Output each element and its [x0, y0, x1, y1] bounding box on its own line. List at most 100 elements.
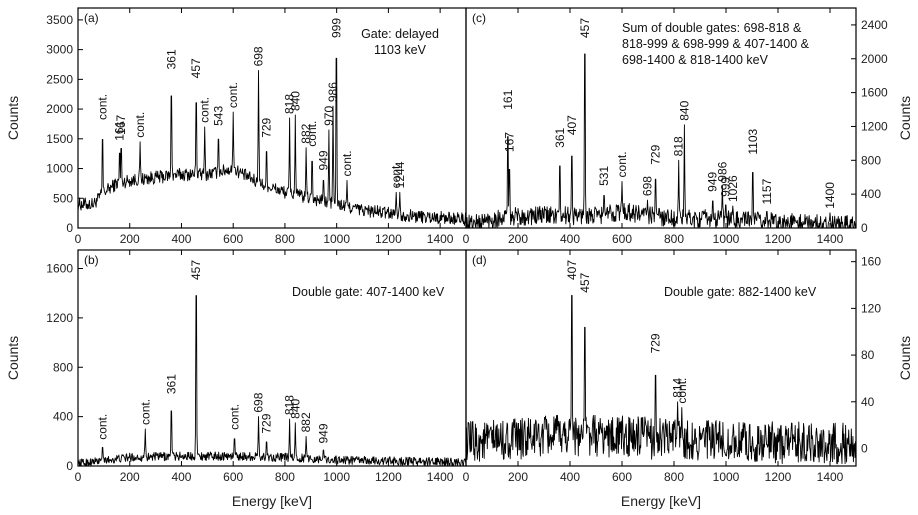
peak-label: 161 [501, 89, 515, 109]
y-tick-label: 40 [861, 395, 875, 409]
peak-label: 986 [715, 161, 729, 181]
peak-label: 999 [329, 18, 343, 38]
y-tick-label: 160 [861, 255, 881, 269]
x-tick-label: 1400 [427, 470, 454, 484]
y-tick-label: 1600 [46, 262, 73, 276]
peak-label: 167 [114, 114, 128, 134]
peak-label: cont. [305, 121, 319, 147]
x-tick-label: 1400 [817, 470, 844, 484]
peak-label: 531 [597, 166, 611, 186]
peak-label: cont. [226, 82, 240, 108]
peak-label: 167 [502, 132, 516, 152]
peak-label: cont. [198, 97, 212, 123]
peak-label: 840 [288, 398, 302, 418]
x-tick-label: 400 [171, 232, 191, 246]
panel-a: 0 200 400 600 800 1000 1200 1400 0 500 1000 1500 200… [5, 7, 467, 246]
peak-label: 457 [578, 272, 592, 292]
panel-label: (b) [84, 253, 99, 267]
y-tick-label: 80 [861, 348, 875, 362]
y-tick-label: 3500 [46, 13, 73, 27]
peak-label: cont. [227, 404, 241, 430]
y-axis-label: Counts [5, 96, 21, 140]
y-tick-label: 0 [66, 221, 73, 235]
panel-label: (d) [472, 253, 487, 267]
x-tick-label: 0 [463, 470, 470, 484]
gate-note: 818-999 & 698-999 & 407-1400 & [622, 37, 810, 51]
panel-d: 0 200 400 600 800 1000 1200 1400 0 40 80 120 160 Coun… [463, 249, 913, 509]
y-tick-label: 2400 [861, 18, 888, 32]
gate-note: Gate: delayed [361, 27, 439, 41]
gate-note: Double gate: 407-1400 keV [292, 285, 445, 299]
x-tick-label: 800 [275, 470, 295, 484]
peak-label: 1103 [746, 128, 760, 154]
x-tick-label: 400 [171, 470, 191, 484]
plot-frame [465, 7, 857, 229]
panel-label: (c) [472, 11, 486, 25]
peak-label: 949 [706, 171, 720, 191]
peak-label: 1026 [726, 175, 740, 202]
x-tick-label: 1200 [375, 232, 402, 246]
y-axis-label: Counts [897, 336, 913, 380]
peak-label: 543 [211, 106, 225, 126]
y-tick-label: 800 [53, 360, 73, 374]
x-tick-label: 0 [75, 232, 82, 246]
x-tick-label: 800 [664, 470, 684, 484]
x-tick-label: 600 [223, 470, 243, 484]
gate-note: 698-1400 & 818-1400 keV [622, 53, 769, 67]
peak-label: 840 [677, 100, 691, 120]
y-tick-label: 1600 [861, 86, 888, 100]
peak-label: 729 [649, 144, 663, 164]
peak-label: 698 [640, 176, 654, 196]
y-tick-label: 1200 [46, 311, 73, 325]
peak-label: cont. [133, 112, 147, 138]
peak-label: 814 [671, 377, 685, 397]
y-tick-label: 400 [861, 187, 881, 201]
peak-label: cont. [615, 151, 629, 177]
peak-label: 698 [252, 46, 266, 66]
y-tick-label: 400 [53, 410, 73, 424]
peak-label: 882 [299, 123, 313, 143]
peak-label: 361 [164, 374, 178, 394]
x-tick-label: 200 [508, 470, 528, 484]
x-axis-label: Energy [keV] [621, 493, 701, 509]
x-tick-label: 200 [120, 232, 140, 246]
spectrum-line [77, 295, 467, 467]
y-tick-label: 2000 [861, 52, 888, 66]
peak-label: 949 [316, 423, 330, 443]
x-tick-label: 0 [75, 470, 82, 484]
panel-label: (a) [84, 11, 99, 25]
y-tick-label: 120 [861, 301, 881, 315]
x-tick-label: 600 [612, 470, 632, 484]
x-tick-label: 1000 [713, 232, 740, 246]
x-tick-label: 600 [223, 232, 243, 246]
peak-label: 361 [553, 127, 567, 147]
x-tick-label: 1200 [765, 232, 792, 246]
y-tick-label: 500 [53, 191, 73, 205]
y-tick-label: 2500 [46, 72, 73, 86]
x-tick-label: 1000 [323, 470, 350, 484]
peak-label: 457 [578, 18, 592, 38]
peak-label: 949 [316, 150, 330, 170]
x-tick-label: 0 [463, 232, 470, 246]
peak-label: cont. [138, 399, 152, 425]
peak-label: 1400 [823, 182, 837, 209]
x-axis-label: Energy [keV] [232, 493, 312, 509]
x-tick-label: 1200 [765, 470, 792, 484]
peak-label: 840 [288, 91, 302, 111]
panel-b: 0 200 400 600 800 1000 1200 1400 0 400 800 1200 1600… [5, 249, 467, 509]
peak-label: cont. [96, 94, 110, 120]
x-tick-label: 800 [275, 232, 295, 246]
peak-label: 882 [299, 412, 313, 432]
x-tick-label: 1400 [427, 232, 454, 246]
y-tick-label: 1500 [46, 132, 73, 146]
peak-label: cont. [340, 150, 354, 176]
y-tick-label: 1000 [46, 162, 73, 176]
peak-label: 1157 [760, 178, 774, 204]
peak-label: 698 [252, 392, 266, 412]
peak-label: 729 [260, 413, 274, 433]
peak-label: 407 [565, 260, 579, 280]
y-tick-label: 0 [861, 441, 868, 455]
peak-label: cont. [675, 378, 689, 404]
y-axis-label: Counts [897, 96, 913, 140]
